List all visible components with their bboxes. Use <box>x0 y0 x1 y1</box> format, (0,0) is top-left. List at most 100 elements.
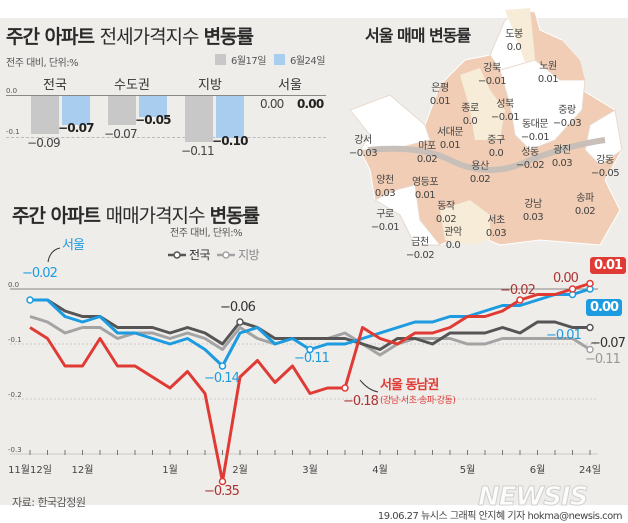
district-23: 관악 0.0 <box>433 226 473 252</box>
district-6: 중랑 −0.03 <box>547 104 587 130</box>
district-name: 성동 <box>521 147 539 158</box>
seoul-callout: 서울 <box>62 238 85 253</box>
y-tick-label: -0.3 <box>8 446 22 454</box>
x-tick-label: 11월12일 <box>8 464 52 476</box>
bar <box>62 96 90 126</box>
data-label: −0.11 <box>585 352 621 367</box>
district-13: 광진 0.03 <box>542 144 582 170</box>
district-10: 마포 0.02 <box>407 140 447 166</box>
legend-label: 6월17일 <box>231 56 267 67</box>
data-label: −0.01 <box>546 328 582 343</box>
map-title: 서울 매매 변동률 <box>365 26 471 45</box>
district-14: 강동 −0.05 <box>585 154 625 180</box>
data-point <box>586 345 594 354</box>
bar <box>216 96 244 138</box>
infographic: 주간 아파트 전세가격지수 변동률 전주 대비, 단위:% 6월17일 6월24… <box>0 8 628 513</box>
bar-value: −0.05 <box>135 113 171 127</box>
district-value: 0.01 <box>439 140 461 151</box>
district-3: 은평 0.01 <box>420 82 460 108</box>
bar <box>185 96 213 143</box>
chart-title: 주간 아파트 매매가격지수 변동률 <box>12 205 260 227</box>
district-2: 강북 −0.01 <box>472 62 512 88</box>
district-name: 송파 <box>576 193 594 204</box>
district-name: 영등포 <box>411 177 439 188</box>
data-point <box>26 296 34 304</box>
data-label: −0.02 <box>22 266 58 281</box>
district-16: 영등포 0.01 <box>405 176 445 202</box>
y-tick-label: 0.0 <box>8 281 19 289</box>
seoul-map <box>349 8 623 246</box>
district-value: −0.01 <box>520 132 550 143</box>
district-name: 광진 <box>553 145 571 156</box>
axis-label: 0.0 <box>6 87 18 95</box>
district-name: 서대문 <box>436 127 464 138</box>
series-line-서울 동남권 <box>29 282 591 483</box>
district-value: 0.01 <box>414 190 436 201</box>
data-label: −0.14 <box>204 371 240 386</box>
district-value: −0.05 <box>590 168 620 179</box>
data-point <box>586 279 594 288</box>
district-name: 금천 <box>411 237 429 248</box>
district-name: 강서 <box>354 135 372 146</box>
x-tick-label: 24일 <box>579 464 601 476</box>
district-24: 금천 −0.02 <box>400 236 440 262</box>
data-label: −0.02 <box>500 283 536 298</box>
district-name: 동작 <box>437 201 455 212</box>
district-15: 양천 0.03 <box>365 174 405 200</box>
district-name: 서초 <box>487 215 505 226</box>
bar-value: −0.07 <box>58 121 94 136</box>
district-value: 0.03 <box>485 228 507 239</box>
legend-swatch-gray <box>215 54 226 65</box>
bar <box>31 96 59 134</box>
district-name: 용산 <box>471 161 489 172</box>
southeast-seoul-subtitle: (강남·서초·송파·강동) <box>380 396 456 406</box>
zero-line <box>6 95 326 96</box>
jeonse-title: 주간 아파트 전세가격지수 변동률 <box>6 26 254 48</box>
legend-national-label: 전국 <box>189 248 211 262</box>
district-value: −0.01 <box>490 112 520 123</box>
data-point <box>586 323 594 332</box>
district-name: 강북 <box>483 63 501 74</box>
district-name: 은평 <box>431 83 449 94</box>
district-value: −0.03 <box>348 148 378 159</box>
district-20: 송파 0.02 <box>565 192 605 218</box>
gridline <box>6 137 326 138</box>
district-value: 0.02 <box>469 174 491 185</box>
data-label: −0.11 <box>294 351 330 366</box>
group-label: 지방 <box>198 78 222 93</box>
group-label: 서울 <box>278 78 302 93</box>
district-11: 중구 0.0 <box>476 134 516 160</box>
group-label: 전국 <box>43 78 67 93</box>
bar <box>139 96 167 117</box>
x-tick-label: 6월 <box>530 464 546 476</box>
legend-national-icon <box>168 250 186 259</box>
bar-value: −0.09 <box>27 135 61 150</box>
district-5: 성북 −0.01 <box>485 98 525 124</box>
data-point <box>218 477 227 486</box>
district-8: 강서 −0.03 <box>343 134 383 160</box>
data-point <box>568 285 577 293</box>
y-tick-label: -0.2 <box>8 391 22 399</box>
data-label: −0.07 <box>590 336 626 351</box>
southeast-seoul-callout: 서울 동남권 <box>380 378 439 393</box>
district-value: −0.02 <box>515 160 545 171</box>
district-value: −0.01 <box>477 76 507 87</box>
district-name: 구로 <box>376 209 394 220</box>
district-22: 서초 0.03 <box>476 214 516 240</box>
data-point <box>218 362 227 370</box>
source: 자료: 한국감정원 <box>12 496 86 509</box>
district-value: 0.02 <box>416 154 438 165</box>
data-label: 0.00 <box>553 271 579 286</box>
district-9: 서대문 0.01 <box>430 126 470 152</box>
district-name: 강남 <box>524 199 542 210</box>
district-17: 용산 0.02 <box>460 160 500 186</box>
district-name: 중구 <box>487 135 505 146</box>
district-value: 0.0 <box>462 116 478 127</box>
legend-regional-label: 지방 <box>238 248 260 262</box>
bar-value: 0.00 <box>260 97 284 111</box>
x-tick-label: 2월 <box>232 464 248 476</box>
data-point <box>236 318 244 326</box>
district-value: 0.03 <box>522 212 544 223</box>
series-line-전국 <box>30 298 590 351</box>
district-18: 동작 0.02 <box>426 200 466 226</box>
